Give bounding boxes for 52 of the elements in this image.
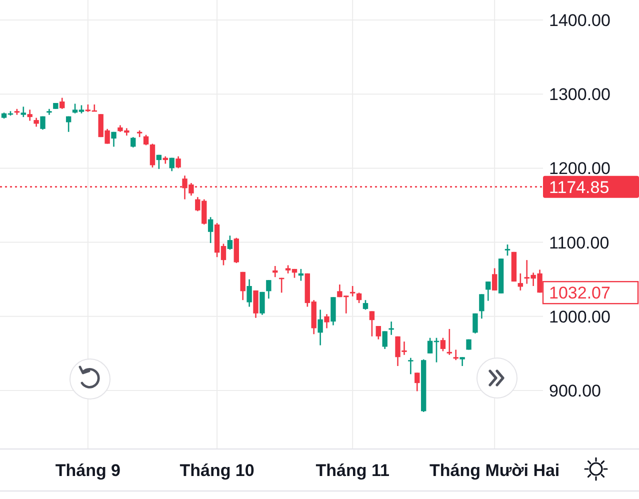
candlestick <box>453 349 458 361</box>
candlestick <box>376 325 382 340</box>
y-tick-label: 1000.00 <box>549 307 610 326</box>
candlestick <box>440 337 446 352</box>
candlestick <box>350 285 356 298</box>
ref-line-label: 1174.85 <box>549 178 610 197</box>
candlestick <box>253 290 258 319</box>
candlestick <box>234 237 239 264</box>
candlestick <box>472 312 478 334</box>
candlestick <box>486 280 491 302</box>
candlestick <box>40 116 46 130</box>
candlestick <box>260 291 265 316</box>
candlestick <box>227 234 233 250</box>
candlestick <box>518 272 524 292</box>
candlestick <box>60 97 65 110</box>
candlestick <box>492 268 498 292</box>
candlestick <box>318 309 323 346</box>
candlestick <box>382 330 388 350</box>
candlestick <box>176 156 181 169</box>
y-tick-label: 900.00 <box>549 381 601 400</box>
candlestick <box>27 109 32 122</box>
y-tick-label: 1400.00 <box>549 11 610 30</box>
candlestick <box>369 310 375 338</box>
y-tick-label: 1300.00 <box>549 85 610 104</box>
candlestick <box>20 106 26 118</box>
candlestick <box>504 244 510 256</box>
y-tick-label: 1200.00 <box>549 159 610 178</box>
candlestick <box>150 143 156 168</box>
candlestick <box>414 372 420 392</box>
candlestick <box>130 136 136 148</box>
candlestick <box>156 154 162 170</box>
candlestick <box>143 134 149 146</box>
x-tick-label: Tháng Mười Hai <box>429 461 560 480</box>
candlestick <box>240 271 246 301</box>
candlestick <box>408 357 414 375</box>
candlestick <box>324 314 330 329</box>
candlestick <box>208 216 214 244</box>
text: 1032.07 <box>549 284 610 303</box>
candlestick <box>246 278 252 308</box>
candlestick <box>388 320 394 336</box>
candlestick <box>111 131 116 148</box>
candlestick <box>66 116 72 133</box>
x-tick-label: Tháng 11 <box>316 461 390 480</box>
x-tick-label: Tháng 9 <box>55 461 121 480</box>
candlestick <box>479 293 484 320</box>
x-tick-label: Tháng 10 <box>180 461 254 480</box>
candlestick <box>266 279 272 300</box>
candlestick <box>169 157 174 172</box>
y-tick-label: 1100.00 <box>549 233 610 252</box>
candlestick <box>356 292 362 304</box>
candlestick <box>446 328 452 356</box>
candlestick <box>362 299 368 310</box>
